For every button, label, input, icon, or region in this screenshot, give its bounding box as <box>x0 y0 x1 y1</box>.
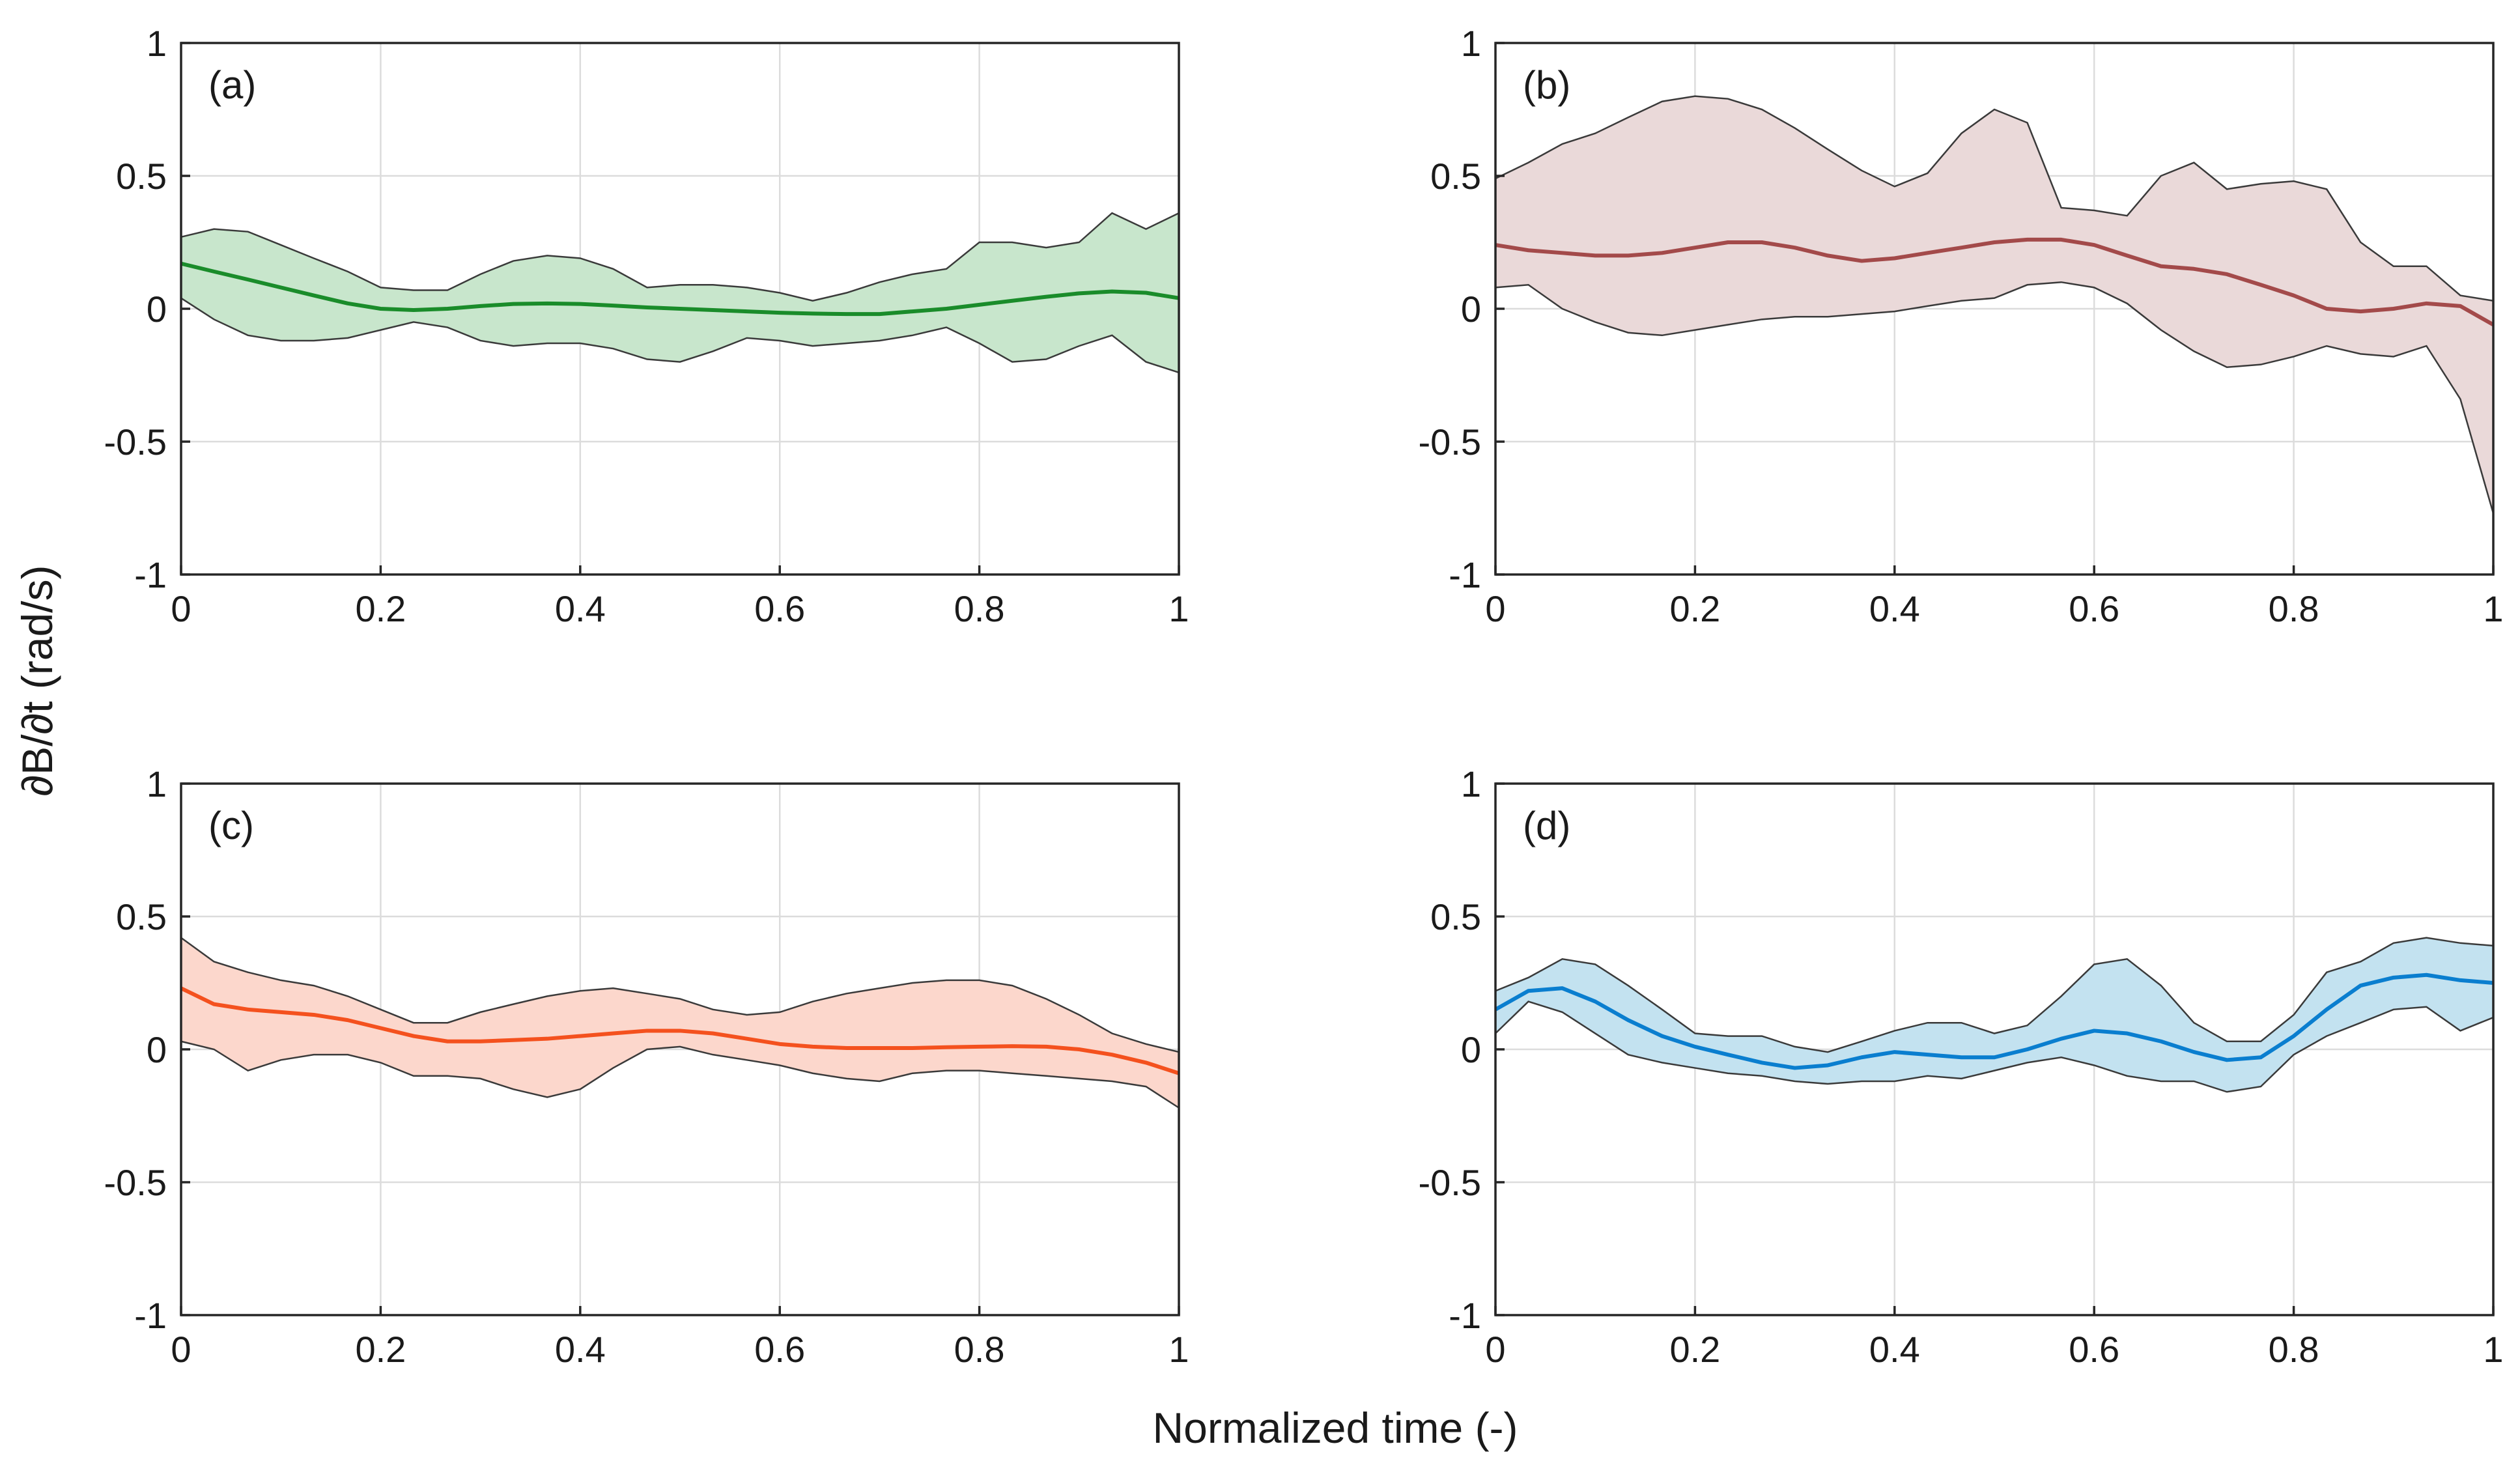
panel-b-label: (b) <box>1523 63 1570 107</box>
panel-d-band <box>1495 937 2493 1092</box>
panel-d-y-tick-label: 1 <box>1461 763 1481 804</box>
panel-b-x-tick-label: 0.8 <box>2269 588 2319 629</box>
panel-d-y-tick-label: -0.5 <box>1419 1162 1482 1203</box>
panel-a-mean-line <box>180 261 1180 317</box>
panel-c-x-tick-label: 0.2 <box>355 1329 406 1370</box>
panel-a-y-tick-label: -0.5 <box>104 421 167 462</box>
panel-b-y-tick-label: 1 <box>1461 23 1481 64</box>
panel-a-y-tick-label: -1 <box>134 554 167 595</box>
panel-c-x-tick-label: 0.8 <box>954 1329 1005 1370</box>
panel-b-band <box>1495 96 2493 514</box>
panel-b-y-tick-label: 0 <box>1461 289 1481 330</box>
panel-c-label: (c) <box>208 804 254 847</box>
panel-c-y-tick-label: -0.5 <box>104 1162 167 1203</box>
panel-b-x-tick-label: 0.2 <box>1669 588 1720 629</box>
panel-d-x-tick-label: 0.4 <box>1869 1329 1920 1370</box>
panel-c-y-tick-label: 1 <box>147 763 167 804</box>
panel-a-x-tick-label: 1 <box>1168 588 1189 629</box>
panel-a-y-tick-label: 0 <box>147 289 167 330</box>
panel-d-x-tick-label: 0.8 <box>2269 1329 2319 1370</box>
panel-d-x-tick-label: 0.6 <box>2069 1329 2119 1370</box>
panel-b-y-tick-label: 0.5 <box>1430 156 1481 197</box>
panel-a-y-tick-label: 1 <box>147 23 167 64</box>
panel-d: 0 0.2 0.4 0.6 0.8 1 1 0.5 0 -0.5 -1 (d) <box>1419 763 2504 1370</box>
x-axis-title: Normalized time (-) <box>1152 1404 1518 1452</box>
panels: 0 0.2 0.4 0.6 0.8 1 1 0.5 0 -0.5 -1 (a) 0 0.2 0.4 0.6 0.… <box>104 23 2504 1370</box>
panel-a-upper-bound <box>180 212 1180 302</box>
panel-b: 0 0.2 0.4 0.6 0.8 1 1 0.5 0 -0.5 -1 (b) <box>1419 23 2504 629</box>
panel-d-x-tick-label: 0.2 <box>1669 1329 1720 1370</box>
panel-a-x-tick-label: 0.4 <box>555 588 606 629</box>
panel-d-lower-bound <box>1495 1001 2494 1093</box>
panel-a-band <box>181 213 1179 373</box>
panel-c: 0 0.2 0.4 0.6 0.8 1 1 0.5 0 -0.5 -1 (c) <box>104 763 1189 1370</box>
panel-d-y-tick-label: 0.5 <box>1430 896 1481 937</box>
panel-a: 0 0.2 0.4 0.6 0.8 1 1 0.5 0 -0.5 -1 (a) <box>104 23 1189 629</box>
panel-d-upper-bound <box>1495 937 2494 1053</box>
panel-b-x-tick-label: 0.4 <box>1869 588 1920 629</box>
panel-b-upper-bound <box>1495 95 2494 302</box>
panel-b-y-tick-label: -1 <box>1449 554 1481 595</box>
panel-a-x-tick-label: 0.2 <box>355 588 406 629</box>
panel-c-lower-bound <box>180 1040 1180 1109</box>
panel-c-y-tick-label: 0.5 <box>116 896 167 937</box>
panel-c-x-tick-label: 0.4 <box>555 1329 606 1370</box>
panel-b-y-tick-label: -0.5 <box>1419 421 1482 462</box>
panel-c-y-tick-label: 0 <box>147 1029 167 1070</box>
panel-d-label: (d) <box>1523 804 1570 847</box>
panel-c-mean-line <box>180 986 1180 1075</box>
panel-d-x-tick-label: 1 <box>2483 1329 2503 1370</box>
panel-c-upper-bound <box>180 937 1180 1053</box>
panel-b-x-tick-label: 0 <box>1485 588 1505 629</box>
y-axis-title: ∂B/∂t (rad/s) <box>13 565 61 797</box>
panel-a-x-tick-label: 0 <box>171 588 191 629</box>
panel-d-x-tick-label: 0 <box>1485 1329 1505 1370</box>
panel-b-x-tick-label: 1 <box>2483 588 2503 629</box>
panel-d-y-tick-label: 0 <box>1461 1029 1481 1070</box>
panel-b-mean-line <box>1495 237 2495 327</box>
panel-b-x-tick-label: 0.6 <box>2069 588 2119 629</box>
panel-c-x-tick-label: 1 <box>1168 1329 1189 1370</box>
panel-a-y-tick-label: 0.5 <box>116 156 167 197</box>
panel-c-y-tick-label: -1 <box>134 1295 167 1336</box>
panel-c-x-tick-label: 0.6 <box>754 1329 805 1370</box>
panel-a-x-tick-label: 0.6 <box>754 588 805 629</box>
panel-a-lower-bound <box>180 297 1180 374</box>
panel-b-lower-bound <box>1495 281 2495 514</box>
panel-c-band <box>181 937 1179 1108</box>
panel-d-mean-line <box>1494 972 2494 1070</box>
panel-a-x-tick-label: 0.8 <box>954 588 1005 629</box>
panel-d-y-tick-label: -1 <box>1449 1295 1481 1336</box>
panel-c-x-tick-label: 0 <box>171 1329 191 1370</box>
panel-a-label: (a) <box>208 63 256 107</box>
